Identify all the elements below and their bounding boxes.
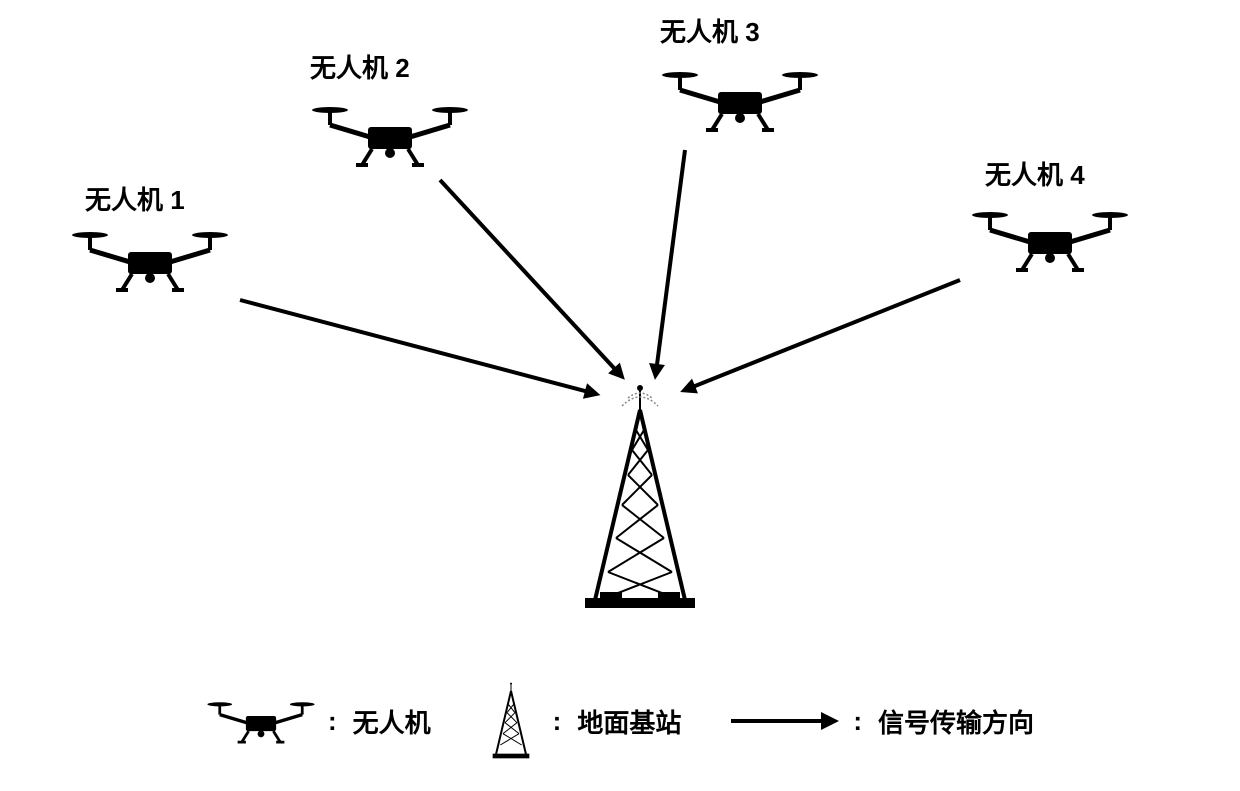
signal-arrow [239, 298, 586, 393]
legend-tower-text: 地面基站 [577, 703, 681, 740]
drone-1-label: 无人机 1 [85, 180, 185, 217]
drone-2 [310, 95, 470, 175]
legend-colon: : [853, 706, 862, 737]
legend-arrow-text: 信号传输方向 [878, 703, 1034, 740]
legend-drone: : 无人机 [206, 694, 431, 749]
drone-icon [70, 220, 230, 300]
signal-arrow [655, 150, 687, 367]
base-station [560, 380, 720, 620]
legend-colon: : [553, 706, 562, 737]
legend: : 无人机 : 地面基站 : 信号传输方向 [0, 681, 1240, 761]
legend-drone-text: 无人机 [353, 703, 431, 740]
drone-3-label: 无人机 3 [660, 12, 760, 49]
drone-icon [660, 60, 820, 140]
drone-icon [206, 694, 316, 749]
arrow-head-icon [647, 363, 665, 381]
drone-4-label: 无人机 4 [985, 155, 1085, 192]
drone-2-label: 无人机 2 [310, 48, 410, 85]
diagram-area: 无人机 1 无人机 2 [0, 0, 1240, 660]
tower-icon [560, 380, 720, 620]
tower-icon [481, 681, 541, 761]
signal-arrow [439, 179, 617, 371]
drone-4 [970, 200, 1130, 280]
legend-tower: : 地面基站 [481, 681, 682, 761]
drone-3 [660, 60, 820, 140]
drone-1 [70, 220, 230, 300]
arrow-icon [731, 711, 841, 731]
legend-colon: : [328, 706, 337, 737]
drone-icon [310, 95, 470, 175]
drone-icon [970, 200, 1130, 280]
legend-arrow: : 信号传输方向 [731, 703, 1034, 740]
signal-arrow [692, 278, 960, 389]
